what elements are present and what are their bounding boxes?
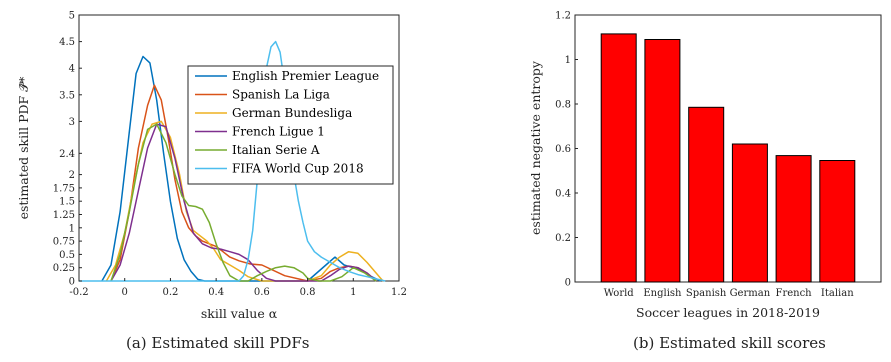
y-tick-label: 0.2 <box>555 233 571 244</box>
right-y-axis-label: estimated negative entropy <box>528 60 543 235</box>
category-label: World <box>604 288 635 299</box>
x-tick-label: 0.8 <box>300 287 316 298</box>
bar-french <box>775 155 812 283</box>
x-tick-label: -0.2 <box>69 287 88 298</box>
y-tick-label: 5 <box>69 11 75 22</box>
x-tick-label: 0.4 <box>208 287 224 298</box>
y-tick-label: 1.25 <box>53 210 75 221</box>
y-tick-label: 3 <box>69 117 75 128</box>
y-tick-label: 3.5 <box>59 90 75 101</box>
legend-entry: English Premier League <box>232 69 379 83</box>
skill-pdf-chart: -0.2 0 0.2 0.4 0.6 0.8 1 1.2 00.250.50.7511.251… <box>16 11 407 322</box>
legend: English Premier League Spanish La Liga Ger… <box>187 65 394 185</box>
category-label: English <box>643 288 682 299</box>
y-tick-label: 0.6 <box>555 144 571 155</box>
y-tick-label: 0.8 <box>555 100 571 111</box>
y-tick-label: 0 <box>565 278 571 289</box>
legend-entry: Italian Serie A <box>232 143 320 157</box>
x-tick-label: 0.6 <box>254 287 270 298</box>
category-label: Italian <box>821 288 854 299</box>
series-line-2 <box>110 84 377 282</box>
y-tick-label: 1.75 <box>53 183 75 194</box>
category-label: French <box>776 288 813 299</box>
category-label: German <box>730 288 771 299</box>
bar-german <box>731 143 768 283</box>
y-tick-label: 4 <box>69 64 75 75</box>
y-tick-label: 0.25 <box>53 263 75 274</box>
x-tick-label: 0.2 <box>162 287 178 298</box>
series-line-3 <box>105 120 384 282</box>
series-line-1 <box>101 55 382 282</box>
left-x-axis-label: skill value α <box>201 306 278 321</box>
category-label: Spanish <box>686 288 727 299</box>
y-tick-label: 2 <box>69 170 75 181</box>
y-tick-label: 0.75 <box>53 237 75 248</box>
legend-entry: German Bundesliga <box>232 106 352 120</box>
y-tick-label: 1 <box>565 55 571 66</box>
y-tick-label: 1 <box>69 223 75 234</box>
y-tick-label: 1.2 <box>555 11 571 22</box>
y-tick-label: 1.5 <box>59 197 75 208</box>
series-line-5 <box>110 123 377 282</box>
x-tick-label: 1 <box>350 287 356 298</box>
legend-entry: FIFA World Cup 2018 <box>232 162 364 176</box>
skill-score-chart: World English Spanish German French Italian 0… <box>528 11 882 320</box>
y-tick-label: 0 <box>69 277 75 288</box>
bar-spanish <box>688 106 725 283</box>
x-tick-label: 1.2 <box>391 287 407 298</box>
series-line-4 <box>110 123 377 282</box>
y-tick-label: 0.4 <box>555 189 571 200</box>
y-tick-label: 4.5 <box>59 37 75 48</box>
bar-world <box>600 33 637 283</box>
right-figure-caption: (b) Estimated skill scores <box>633 334 826 352</box>
y-tick-label: 2.4 <box>59 149 75 160</box>
bar-english <box>644 39 681 283</box>
legend-entry: Spanish La Liga <box>232 88 330 102</box>
y-tick-label: 0.5 <box>59 250 75 261</box>
bar-italian <box>819 160 856 283</box>
legend-box <box>187 65 394 185</box>
x-tick-label: 0 <box>122 287 128 298</box>
legend-entry: French Ligue 1 <box>232 125 325 139</box>
left-figure-caption: (a) Estimated skill PDFs <box>126 334 310 352</box>
right-x-axis-label: Soccer leagues in 2018-2019 <box>636 305 820 320</box>
left-y-axis-label: estimated skill PDF 𝒫̂* <box>16 76 31 220</box>
